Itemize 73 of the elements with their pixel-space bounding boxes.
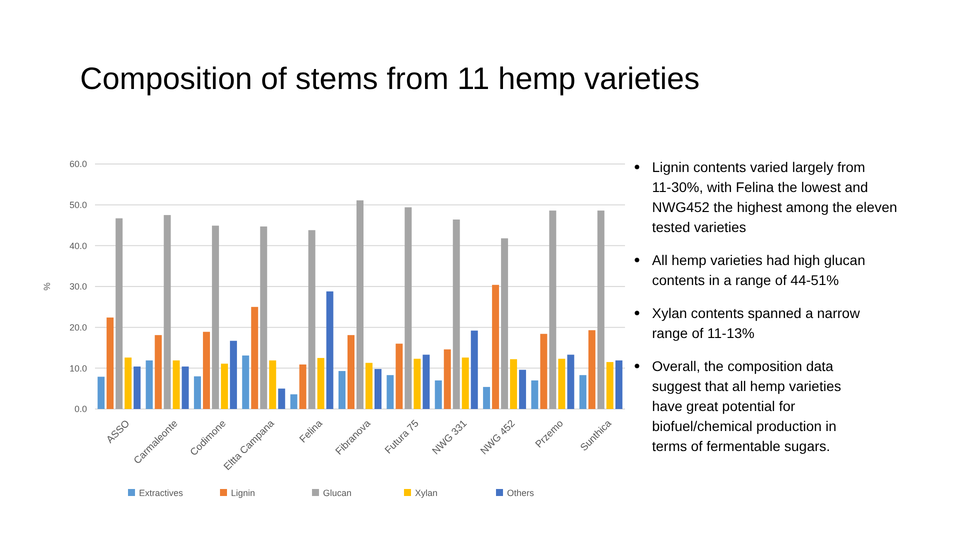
text: Xylan contents spanned a narrow range of 11-13% xyxy=(652,304,861,341)
bar xyxy=(579,375,586,409)
y-tick-label: 0.0 xyxy=(74,404,87,414)
bar xyxy=(194,376,201,409)
bar xyxy=(422,354,430,409)
bar xyxy=(212,226,219,409)
bar xyxy=(251,306,258,409)
bar xyxy=(588,330,596,409)
bar xyxy=(116,218,123,409)
y-axis-title: % xyxy=(42,282,52,291)
bar xyxy=(182,366,189,409)
bar xyxy=(146,360,153,409)
bar xyxy=(510,359,518,409)
legend-label: Extractives xyxy=(139,488,184,498)
bar xyxy=(483,386,490,409)
y-tick-label: 30.0 xyxy=(69,282,87,292)
bar xyxy=(326,291,334,409)
bar xyxy=(606,362,614,409)
legend-label: Xylan xyxy=(415,488,438,498)
legend-label: Lignin xyxy=(231,488,256,498)
bar xyxy=(348,335,354,409)
y-tick-label: 10.0 xyxy=(69,363,87,374)
bar xyxy=(386,375,394,409)
bar xyxy=(414,358,421,409)
bar xyxy=(242,356,250,409)
y-tick-label: 60.0 xyxy=(69,159,87,170)
legend-label: Glucan xyxy=(323,488,352,498)
bar xyxy=(202,332,210,409)
bar xyxy=(366,362,372,409)
bar xyxy=(317,358,324,409)
text: All hemp varieties had high glucan contents in a range of 44-51% xyxy=(652,252,866,288)
chart-title: Composition of stems from 11 hemp varieties xyxy=(80,61,700,96)
bar xyxy=(597,210,604,409)
bar xyxy=(492,284,500,409)
bar xyxy=(290,394,298,409)
bar xyxy=(230,340,237,409)
bar xyxy=(434,380,442,409)
bar xyxy=(134,366,141,409)
bar xyxy=(396,344,403,409)
bar xyxy=(462,358,469,409)
bar xyxy=(278,388,286,409)
bar xyxy=(308,230,316,409)
bar xyxy=(98,376,105,409)
bar xyxy=(452,220,460,409)
text: Overall, the composition data suggest that all hemp varieties have great potential for biofuel/chemical production in terms of fermentable sugars. xyxy=(652,358,842,454)
bar xyxy=(154,335,162,409)
bar xyxy=(404,207,412,409)
bar xyxy=(124,358,132,409)
bar xyxy=(501,238,508,409)
bar xyxy=(519,370,526,409)
y-tick-label: 20.0 xyxy=(69,322,87,332)
bar xyxy=(164,215,171,409)
bar xyxy=(567,354,574,409)
bar xyxy=(172,360,180,409)
legend-label: Others xyxy=(507,488,535,498)
bar xyxy=(531,380,538,409)
bar xyxy=(338,371,346,409)
y-tick-label: 40.0 xyxy=(69,240,87,251)
bar xyxy=(106,318,114,409)
bar xyxy=(470,330,478,409)
bar xyxy=(540,334,548,409)
bar xyxy=(356,200,364,409)
bar xyxy=(374,368,382,409)
bar xyxy=(444,349,451,409)
y-tick-label: 50.0 xyxy=(69,200,87,210)
bar xyxy=(549,210,556,409)
text: Lignin contents varied largely from 11-30%, with Felina the lowest and NWG452 the highest among the eleven tested varieties xyxy=(652,158,898,235)
bar xyxy=(220,364,228,409)
bar xyxy=(299,364,306,409)
bar xyxy=(615,360,622,409)
bar xyxy=(260,226,268,409)
bar xyxy=(558,358,566,409)
bar xyxy=(269,360,276,409)
